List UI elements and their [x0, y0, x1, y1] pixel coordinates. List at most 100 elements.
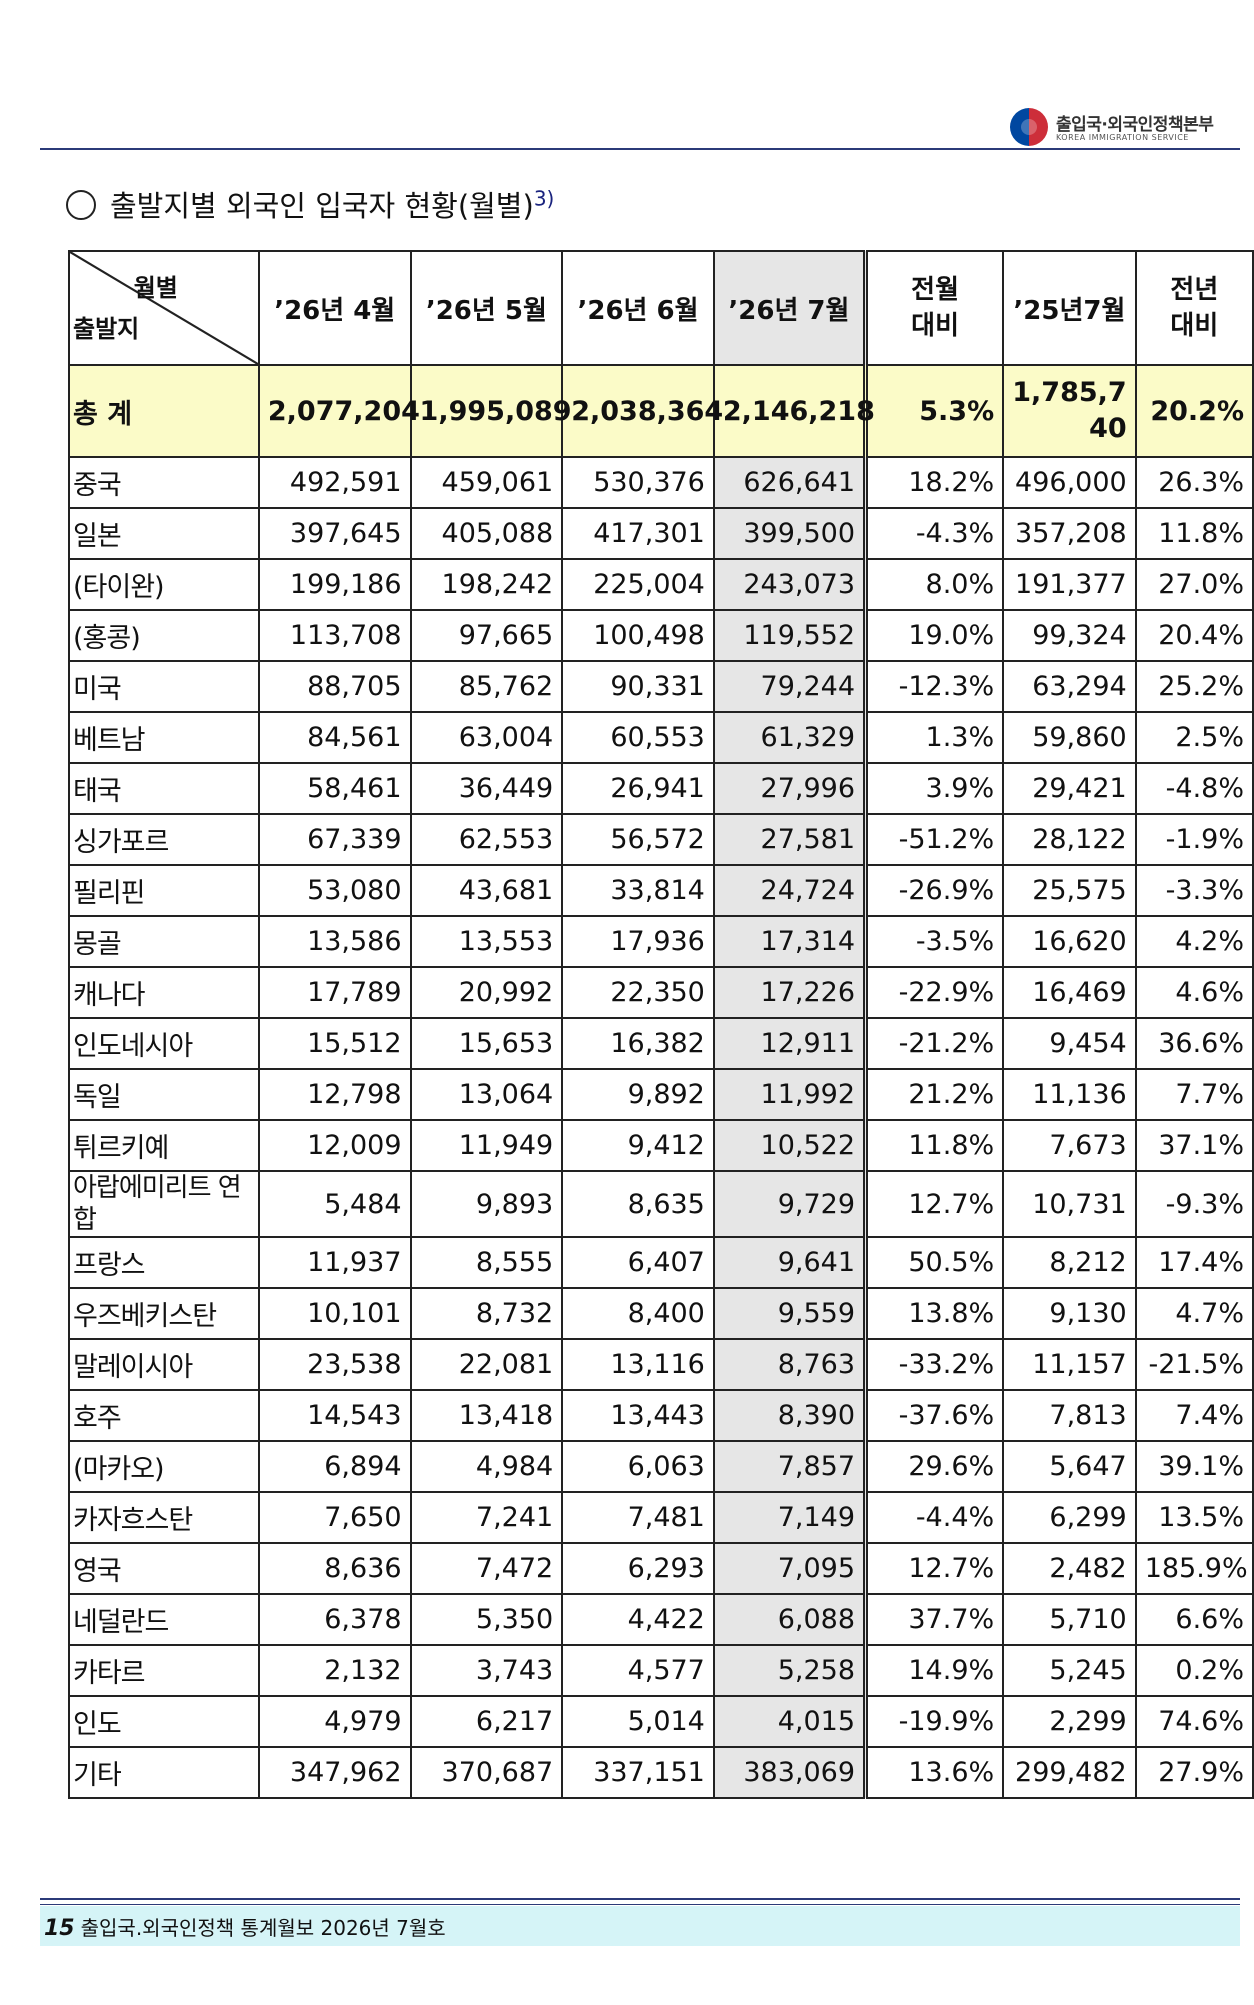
- value-cell: 459,061: [409, 456, 564, 509]
- corner-header-cell: 월별 출발지: [68, 250, 260, 366]
- value-cell: 0.2%: [1134, 1644, 1254, 1697]
- table-row: 튀르키예 12,009 11,949 9,412 10,522 11.8% 7,673 37.…: [68, 1119, 1254, 1172]
- origin-name-cell: 미국: [68, 660, 260, 713]
- origin-name-cell: 베트남: [68, 711, 260, 764]
- value-cell: 79,244: [712, 660, 867, 713]
- value-cell: 7.7%: [1134, 1068, 1254, 1121]
- value-cell: 90,331: [561, 660, 715, 713]
- table-row: 카자흐스탄 7,650 7,241 7,481 7,149 -4.4% 6,299 13.5%: [68, 1491, 1254, 1544]
- value-cell: 99,324: [1002, 609, 1137, 662]
- value-cell: 119,552: [712, 609, 867, 662]
- value-cell: 347,962: [257, 1746, 412, 1799]
- value-cell: 17,314: [712, 915, 867, 968]
- value-cell: 13,443: [561, 1389, 715, 1442]
- value-cell: 2.5%: [1134, 711, 1254, 764]
- col-header-2026-07: ’26년 7월: [712, 250, 867, 366]
- table-row: 인도 4,979 6,217 5,014 4,015 -19.9% 2,299 74.6%: [68, 1695, 1254, 1748]
- value-cell: 4.6%: [1134, 966, 1254, 1019]
- section-title: 출발지별 외국인 입국자 현황(월별)3): [66, 183, 554, 225]
- value-cell: 405,088: [409, 507, 564, 560]
- value-cell: -51.2%: [863, 813, 1005, 866]
- value-cell: 97,665: [409, 609, 564, 662]
- value-cell: 56,572: [561, 813, 715, 866]
- origin-name-cell: 말레이시아: [68, 1338, 260, 1391]
- value-cell: 383,069: [712, 1746, 867, 1799]
- value-cell: 20.4%: [1134, 609, 1254, 662]
- value-cell: -1.9%: [1134, 813, 1254, 866]
- value-cell: 417,301: [561, 507, 715, 560]
- value-cell: 6,894: [257, 1440, 412, 1493]
- value-cell: 8,400: [561, 1287, 715, 1340]
- value-cell: 6,293: [561, 1542, 715, 1595]
- value-cell: 7,857: [712, 1440, 867, 1493]
- total-cell: 2,038,364: [561, 364, 723, 458]
- value-cell: 7,472: [409, 1542, 564, 1595]
- value-cell: 59,860: [1002, 711, 1137, 764]
- value-cell: 19.0%: [863, 609, 1005, 662]
- value-cell: 27.9%: [1134, 1746, 1254, 1799]
- value-cell: 10,731: [1002, 1170, 1137, 1238]
- value-cell: 6,088: [712, 1593, 867, 1646]
- value-cell: -26.9%: [863, 864, 1005, 917]
- origin-name-cell: 기타: [68, 1746, 260, 1799]
- value-cell: 16,620: [1002, 915, 1137, 968]
- total-cell: 2,077,204: [257, 364, 420, 458]
- footer-publication: 출입국.외국인정책 통계월보 2026년 7월호: [80, 1916, 446, 1940]
- table-row: 캐나다 17,789 20,992 22,350 17,226 -22.9% 16,469 4…: [68, 966, 1254, 1019]
- value-cell: 17,226: [712, 966, 867, 1019]
- value-cell: 17.4%: [1134, 1236, 1254, 1289]
- value-cell: -22.9%: [863, 966, 1005, 1019]
- value-cell: 6.6%: [1134, 1593, 1254, 1646]
- origin-name-cell: 독일: [68, 1068, 260, 1121]
- value-cell: -3.3%: [1134, 864, 1254, 917]
- value-cell: 12.7%: [863, 1542, 1005, 1595]
- table-row: 아랍에미리트 연합 5,484 9,893 8,635 9,729 12.7% 10,731…: [68, 1170, 1254, 1238]
- origin-name-cell: 프랑스: [68, 1236, 260, 1289]
- value-cell: 36.6%: [1134, 1017, 1254, 1070]
- value-cell: 37.1%: [1134, 1119, 1254, 1172]
- value-cell: 8,732: [409, 1287, 564, 1340]
- value-cell: -19.9%: [863, 1695, 1005, 1748]
- value-cell: 7,149: [712, 1491, 867, 1544]
- total-cell: 5.3%: [863, 364, 1005, 458]
- value-cell: 27,581: [712, 813, 867, 866]
- footnote-marker: 3): [533, 186, 555, 211]
- value-cell: 37.7%: [863, 1593, 1005, 1646]
- table-row: 독일 12,798 13,064 9,892 11,992 21.2% 11,136 7.7%: [68, 1068, 1254, 1121]
- value-cell: 11,949: [409, 1119, 564, 1172]
- value-cell: 357,208: [1002, 507, 1137, 560]
- logo-english-text: KOREA IMMIGRATION SERVICE: [1056, 133, 1189, 142]
- origin-name-cell: (마카오): [68, 1440, 260, 1493]
- origin-name-cell: 싱가포르: [68, 813, 260, 866]
- table-row: 카타르 2,132 3,743 4,577 5,258 14.9% 5,245 0.2%: [68, 1644, 1254, 1697]
- value-cell: -37.6%: [863, 1389, 1005, 1442]
- value-cell: 16,382: [561, 1017, 715, 1070]
- value-cell: 27,996: [712, 762, 867, 815]
- col-header-2025-07: ’25년7월: [1002, 250, 1137, 366]
- total-label: 총 계: [68, 364, 260, 458]
- value-cell: 13,418: [409, 1389, 564, 1442]
- value-cell: -21.2%: [863, 1017, 1005, 1070]
- value-cell: 4.2%: [1134, 915, 1254, 968]
- col-header-2026-06: ’26년 6월: [561, 250, 715, 366]
- value-cell: 39.1%: [1134, 1440, 1254, 1493]
- value-cell: 496,000: [1002, 456, 1137, 509]
- table-row: 우즈베키스탄 10,101 8,732 8,400 9,559 13.8% 9,130 4.7…: [68, 1287, 1254, 1340]
- value-cell: 13,586: [257, 915, 412, 968]
- value-cell: -12.3%: [863, 660, 1005, 713]
- value-cell: 61,329: [712, 711, 867, 764]
- table-row: 기타 347,962 370,687 337,151 383,069 13.6% 299,4…: [68, 1746, 1254, 1799]
- page-number: 15: [44, 1916, 75, 1941]
- value-cell: 13.6%: [863, 1746, 1005, 1799]
- value-cell: 26.3%: [1134, 456, 1254, 509]
- value-cell: -3.5%: [863, 915, 1005, 968]
- origin-name-cell: 네덜란드: [68, 1593, 260, 1646]
- value-cell: 13.5%: [1134, 1491, 1254, 1544]
- value-cell: -33.2%: [863, 1338, 1005, 1391]
- table-header-row: 월별 출발지 ’26년 4월 ’26년 5월 ’26년 6월 ’26년 7월 전…: [68, 250, 1254, 366]
- value-cell: 370,687: [409, 1746, 564, 1799]
- table-row: 베트남 84,561 63,004 60,553 61,329 1.3% 59,860 2.5…: [68, 711, 1254, 764]
- value-cell: 9,130: [1002, 1287, 1137, 1340]
- value-cell: 15,512: [257, 1017, 412, 1070]
- table-row: 호주 14,543 13,418 13,443 8,390 -37.6% 7,813 7.4%: [68, 1389, 1254, 1442]
